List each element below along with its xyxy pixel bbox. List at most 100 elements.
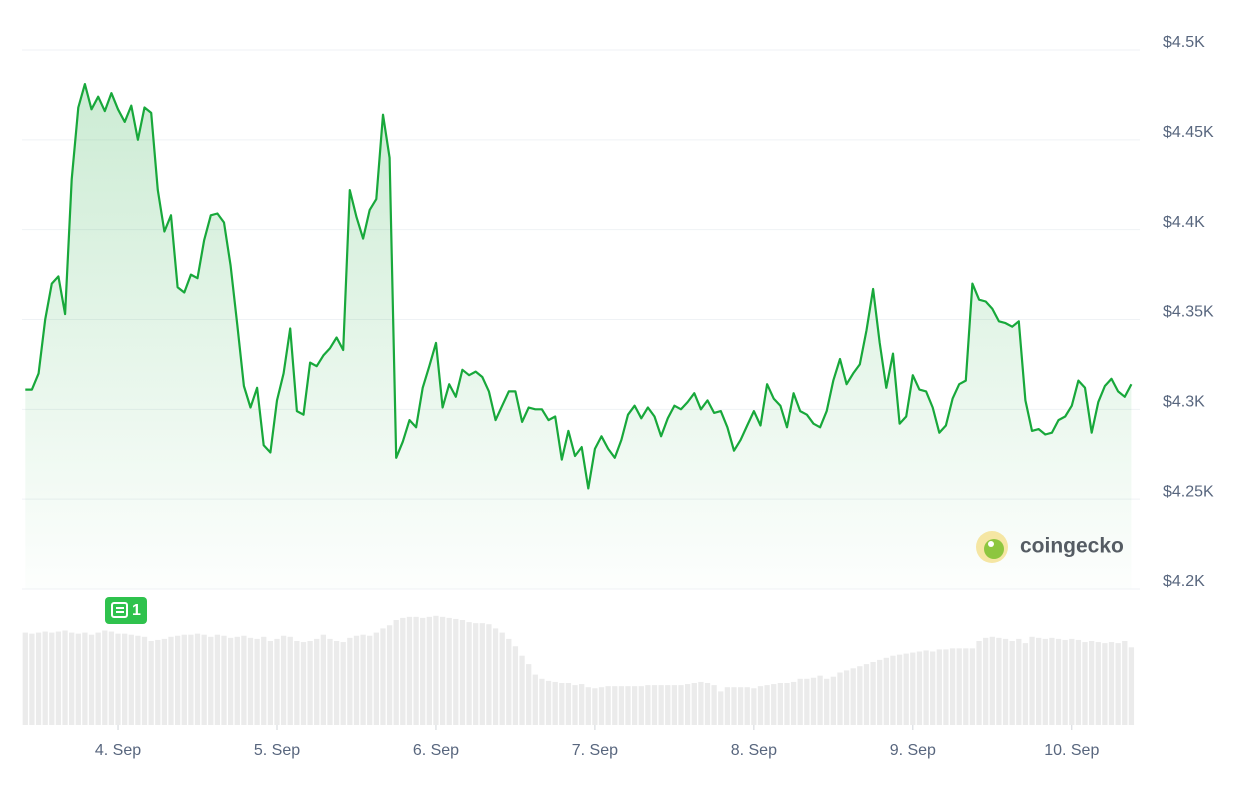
volume-bar <box>102 630 108 725</box>
volume-bar <box>473 623 479 725</box>
volume-bar <box>426 616 432 725</box>
volume-bar <box>254 638 260 725</box>
volume-bar <box>492 628 499 725</box>
logo-eye <box>988 541 994 547</box>
volume-bar <box>69 632 75 725</box>
volume-bar <box>526 664 532 725</box>
volume-bar <box>1009 641 1015 725</box>
volume-bar <box>698 681 704 725</box>
volume-bar <box>804 678 810 725</box>
volume-bar <box>82 632 88 725</box>
news-marker[interactable]: 1 <box>105 597 147 624</box>
volume-bar <box>638 686 644 725</box>
volume-bar <box>790 681 797 725</box>
volume-bar <box>307 641 313 725</box>
volume-bar <box>300 642 307 725</box>
watermark: coingecko <box>976 531 1124 563</box>
volume-bar <box>559 683 565 725</box>
volume-bar <box>294 641 300 725</box>
volume-bar <box>393 620 399 725</box>
volume-bar <box>49 632 55 725</box>
volume-bar <box>943 649 949 725</box>
volume-bar <box>88 634 95 725</box>
volume-bar <box>340 642 346 725</box>
volume-bar <box>433 615 439 725</box>
volume-bar <box>949 648 956 725</box>
volume-bar <box>983 637 989 725</box>
y-tick-label: $4.3K <box>1163 394 1205 411</box>
volume-bar <box>22 632 28 725</box>
volume-bar <box>148 641 154 725</box>
price-area <box>25 84 1132 589</box>
volume-bar <box>135 635 141 725</box>
volume-bar <box>1022 643 1029 725</box>
price-line <box>25 83 1133 490</box>
volume-bar <box>936 649 942 725</box>
x-tick-label: 7. Sep <box>572 742 618 759</box>
volume-bar <box>155 639 161 725</box>
volume-bar <box>1016 638 1022 725</box>
volume-bar <box>267 641 274 725</box>
volume-bar <box>539 678 545 725</box>
volume-bar <box>42 631 48 725</box>
volume-bar <box>367 635 373 725</box>
x-tick-label: 8. Sep <box>731 742 777 759</box>
volume-bar <box>499 632 505 725</box>
volume-bar <box>214 634 221 725</box>
volume-bar <box>771 684 777 725</box>
volume-bar <box>625 686 631 725</box>
volume-bar <box>684 684 691 725</box>
volume-bar <box>512 646 519 725</box>
volume-bar <box>989 636 995 725</box>
volume-bar <box>466 622 472 725</box>
y-tick-label: $4.5K <box>1163 34 1205 51</box>
volume-bar <box>658 685 664 725</box>
volume-bar <box>592 688 598 725</box>
volume-bar <box>55 631 62 725</box>
volume-bar <box>174 635 181 725</box>
volume-bar <box>618 686 625 725</box>
volume-bar <box>532 674 538 725</box>
watermark-text: coingecko <box>1020 535 1124 558</box>
volume-bar <box>1075 639 1082 725</box>
volume-bar <box>777 683 784 725</box>
volume-bar <box>731 687 737 725</box>
volume-bar <box>386 625 393 725</box>
volume-bar <box>903 653 909 725</box>
volume-bar <box>1029 636 1035 725</box>
volume-bar <box>923 650 929 725</box>
volume-bar <box>711 685 717 725</box>
volume-bar <box>141 636 148 725</box>
volume-bar <box>446 617 452 725</box>
volume-bar <box>274 638 280 725</box>
plot <box>25 83 1133 589</box>
volume-bar <box>208 636 214 725</box>
volume-bar <box>479 623 485 725</box>
volume-bar <box>598 687 605 725</box>
volume-bar <box>29 633 35 725</box>
volume-bar <box>678 685 684 725</box>
volume-bar <box>704 683 711 725</box>
volume-bar <box>353 635 360 725</box>
volume-bar <box>870 662 876 725</box>
volume-bar <box>241 635 247 725</box>
x-tick-label: 6. Sep <box>413 742 459 759</box>
volume-bar <box>201 634 207 725</box>
volume-bar <box>863 664 870 725</box>
volume-bar <box>744 687 750 725</box>
volume-bar <box>1115 643 1121 725</box>
y-tick-label: $4.25K <box>1163 483 1214 500</box>
volume-bar <box>1089 641 1095 725</box>
y-tick-label: $4.2K <box>1163 573 1205 590</box>
volume-bar <box>1082 642 1088 725</box>
x-tick-label: 4. Sep <box>95 742 141 759</box>
volume-bar <box>128 634 134 725</box>
volume-bar <box>843 670 850 725</box>
volume-bar <box>1122 641 1128 725</box>
volume-bar <box>883 657 889 725</box>
volume-bar <box>506 638 512 725</box>
x-tick-label: 9. Sep <box>890 742 936 759</box>
volume-bar <box>896 654 903 725</box>
volume-bar <box>830 676 836 725</box>
volume-bar <box>724 687 731 725</box>
